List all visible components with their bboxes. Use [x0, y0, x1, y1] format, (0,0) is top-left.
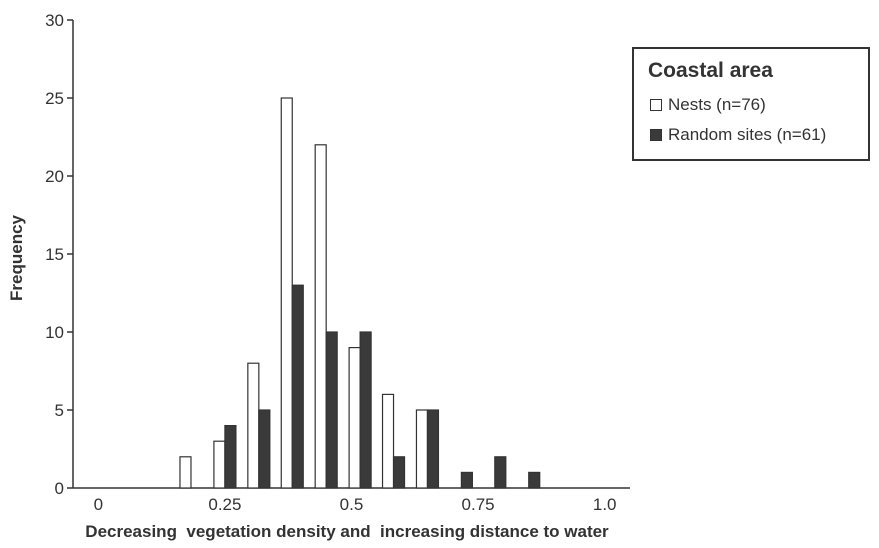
nests-bar — [415, 409, 429, 489]
y-tick-label: 30 — [45, 11, 64, 30]
random-sites-bar — [258, 409, 271, 489]
legend-item-random-sites: Random sites (n=61) — [650, 125, 826, 145]
y-tick-label: 20 — [45, 167, 64, 186]
x-axis-title: Decreasing vegetation density and increa… — [85, 522, 609, 541]
nests-swatch — [650, 99, 662, 111]
x-axis: 0 0.25 0.5 0.75 1.0 — [73, 487, 630, 514]
nests-bar — [314, 144, 327, 489]
random-sites-bar — [291, 284, 304, 489]
y-tick-label: 5 — [55, 401, 64, 420]
x-tick-label: 0 — [94, 495, 103, 514]
random-sites-bar — [426, 409, 440, 489]
x-tick-label: 0.75 — [462, 495, 495, 514]
nests-bar — [348, 347, 361, 489]
random-sites-bar — [325, 331, 338, 489]
nests-bar — [280, 97, 293, 489]
y-tick-label: 15 — [45, 245, 64, 264]
random-sites-bar — [392, 456, 406, 489]
y-axis: 0 5 10 15 20 25 30 — [45, 11, 74, 498]
random-sites-bar — [359, 331, 372, 489]
legend-item-nests: Nests (n=76) — [650, 95, 766, 115]
bars — [179, 97, 541, 489]
y-tick-label: 0 — [55, 479, 64, 498]
random-sites-bar — [494, 456, 507, 489]
random-sites-bar — [528, 471, 541, 489]
nests-bar — [179, 456, 192, 489]
y-axis-title: Frequency — [7, 214, 26, 301]
x-tick-label: 1.0 — [593, 495, 617, 514]
nests-bar — [381, 393, 395, 489]
legend: Coastal area Nests (n=76) Random sites (… — [632, 47, 870, 161]
nests-bar — [213, 440, 226, 489]
legend-label-random-sites: Random sites (n=61) — [668, 125, 827, 144]
x-tick-label: 0.25 — [208, 495, 241, 514]
y-tick-label: 10 — [45, 323, 64, 342]
legend-title: Coastal area — [648, 59, 773, 82]
random-sites-bar — [460, 471, 473, 489]
nests-bar — [247, 362, 260, 489]
x-tick-label: 0.5 — [340, 495, 364, 514]
y-tick-label: 25 — [45, 89, 64, 108]
legend-label-nests: Nests (n=76) — [668, 95, 766, 114]
random-sites-bar — [224, 425, 237, 489]
random-sites-swatch — [650, 129, 662, 141]
